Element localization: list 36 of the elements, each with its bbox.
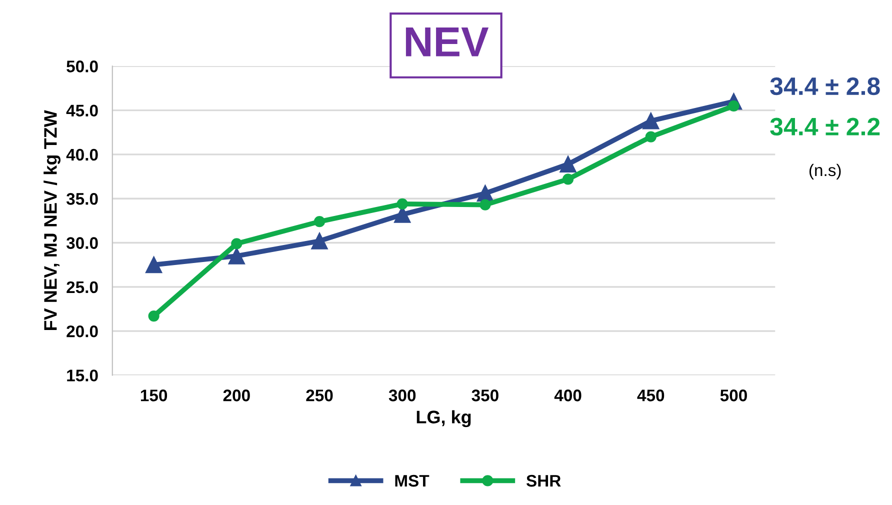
annotation: 34.4 ± 2.8 bbox=[770, 77, 880, 96]
y-tick-label: 50.0 bbox=[66, 60, 98, 72]
legend-label: MST bbox=[395, 474, 430, 487]
x-tick-label: 450 bbox=[637, 390, 664, 402]
x-tick-label: 250 bbox=[306, 390, 333, 402]
x-tick-label: 300 bbox=[388, 390, 416, 402]
point bbox=[228, 248, 245, 264]
x-tick-label: 150 bbox=[140, 390, 168, 402]
y-tick-label: 15.0 bbox=[67, 370, 98, 382]
point bbox=[642, 112, 660, 130]
point bbox=[145, 256, 162, 274]
point bbox=[562, 174, 574, 185]
point bbox=[148, 310, 160, 322]
point bbox=[645, 131, 656, 142]
y-tick-label: 35.0 bbox=[66, 193, 98, 205]
y-tick-label: 45.0 bbox=[66, 104, 98, 117]
point bbox=[560, 156, 576, 173]
chart-title: NEV bbox=[406, 28, 489, 56]
y-tick-label: 30.0 bbox=[66, 237, 98, 249]
x-axis-title: LG, kg bbox=[416, 410, 471, 428]
point bbox=[396, 198, 408, 210]
point bbox=[311, 232, 328, 250]
annotation: 34.4 ± 2.2 bbox=[770, 118, 880, 136]
x-tick-label: 400 bbox=[554, 390, 582, 402]
point bbox=[231, 238, 242, 250]
y-tick-label: 20.0 bbox=[66, 325, 98, 338]
point bbox=[480, 199, 491, 210]
point bbox=[314, 216, 326, 228]
text: (n.s) bbox=[809, 164, 841, 180]
x-tick-label: 350 bbox=[472, 390, 498, 402]
x-tick-label: 500 bbox=[720, 390, 747, 402]
y-tick-label: 40.0 bbox=[66, 148, 98, 161]
x-tick-label: 200 bbox=[223, 390, 250, 402]
legend-label: SHR bbox=[526, 474, 561, 487]
y-axis-title: FV NEV, MJ NEV / kg TZW bbox=[44, 110, 61, 330]
y-tick-label: 25.0 bbox=[66, 281, 98, 294]
